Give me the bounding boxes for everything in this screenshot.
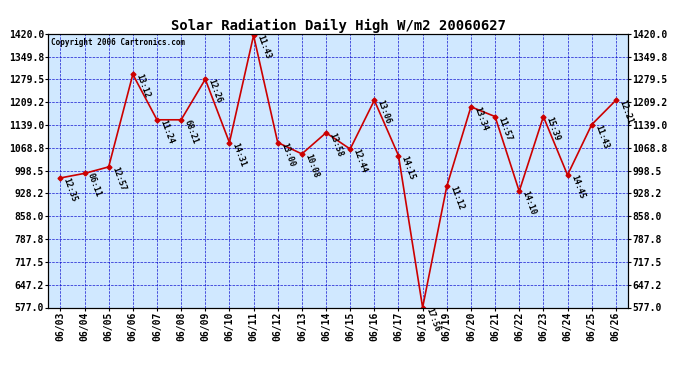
Title: Solar Radiation Daily High W/m2 20060627: Solar Radiation Daily High W/m2 20060627	[170, 18, 506, 33]
Text: 11:24: 11:24	[159, 118, 175, 145]
Text: 11:43: 11:43	[255, 34, 272, 60]
Text: 13:34: 13:34	[473, 105, 489, 132]
Text: 68:21: 68:21	[183, 118, 199, 145]
Text: 13:06: 13:06	[376, 99, 393, 126]
Text: 17:56: 17:56	[424, 306, 441, 333]
Text: 13:58: 13:58	[328, 131, 344, 158]
Text: 12:21: 12:21	[618, 99, 634, 126]
Text: 12:26: 12:26	[207, 78, 224, 104]
Text: 13:12: 13:12	[135, 73, 151, 99]
Text: 12:35: 12:35	[62, 177, 79, 203]
Text: 14:15: 14:15	[400, 154, 417, 181]
Text: 10:08: 10:08	[304, 153, 320, 179]
Text: 14:31: 14:31	[231, 141, 248, 168]
Text: 13:00: 13:00	[279, 141, 296, 168]
Text: 11:43: 11:43	[593, 123, 610, 150]
Text: 11:57: 11:57	[497, 115, 513, 142]
Text: 14:10: 14:10	[521, 190, 538, 216]
Text: 12:44: 12:44	[352, 148, 368, 174]
Text: 15:39: 15:39	[545, 115, 562, 142]
Text: 12:57: 12:57	[110, 165, 127, 192]
Text: 14:45: 14:45	[569, 174, 586, 200]
Text: 11:12: 11:12	[448, 185, 465, 211]
Text: 06:11: 06:11	[86, 172, 103, 199]
Text: Copyright 2006 Cartronics.com: Copyright 2006 Cartronics.com	[51, 38, 186, 47]
